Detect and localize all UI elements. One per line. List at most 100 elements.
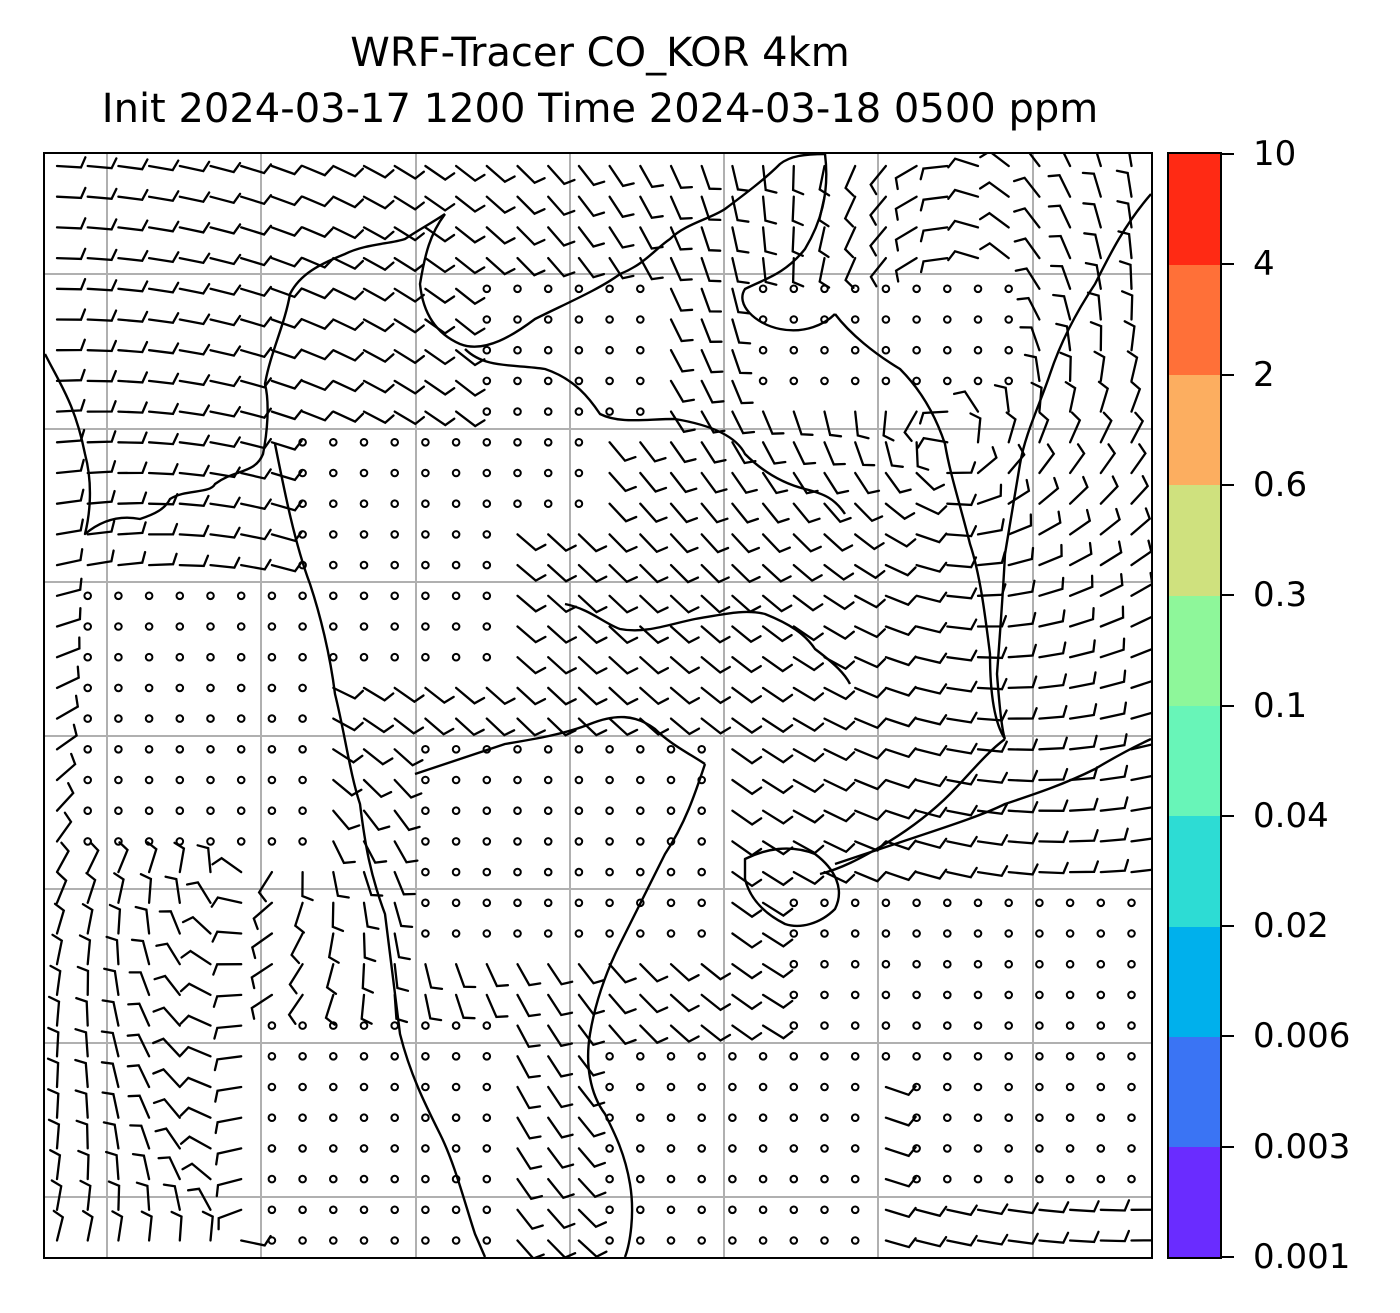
wind-barb (761, 502, 790, 524)
calm-wind-marker (482, 530, 492, 539)
calm-wind-marker (329, 438, 338, 447)
calm-wind-marker (513, 407, 522, 416)
wind-barb (818, 256, 831, 289)
wind-barb (424, 686, 455, 704)
coastline-china-west (45, 213, 446, 536)
wind-barb (1038, 1231, 1070, 1244)
wind-barb (854, 502, 884, 523)
wind-barb (577, 226, 606, 248)
calm-wind-marker (943, 1144, 952, 1153)
wind-barb (1038, 736, 1068, 751)
wind-barb (178, 160, 211, 173)
wind-barb (791, 256, 805, 288)
calm-wind-marker (789, 1082, 799, 1092)
calm-wind-marker (820, 1174, 829, 1184)
colorbar-segment (1169, 484, 1220, 596)
wind-barb (516, 195, 546, 216)
wind-barb (55, 217, 87, 230)
wind-barb (196, 844, 212, 874)
calm-wind-marker (881, 1021, 891, 1030)
wind-barb (393, 195, 425, 211)
calm-wind-marker (482, 1174, 492, 1184)
wind-barb (360, 993, 373, 1025)
wind-barb (731, 1024, 763, 1041)
wind-barb (301, 164, 334, 177)
wind-barb (117, 340, 149, 354)
wind-barb (791, 164, 805, 196)
wind-barb (1062, 154, 1072, 168)
calm-wind-marker (451, 560, 461, 570)
calm-wind-marker (513, 376, 522, 386)
calm-wind-marker (666, 898, 676, 908)
calm-wind-marker (482, 284, 492, 294)
calm-wind-marker (482, 1236, 492, 1245)
wind-barb (976, 446, 998, 475)
calm-wind-marker (758, 1205, 768, 1215)
calm-wind-marker (390, 560, 400, 570)
wind-barb (147, 552, 178, 567)
calm-wind-marker (912, 1144, 921, 1153)
calm-wind-marker (666, 1082, 676, 1092)
wind-barb (117, 841, 129, 874)
wind-barb (792, 471, 819, 495)
wind-barb (270, 561, 303, 573)
calm-wind-marker (820, 1052, 829, 1061)
calm-wind-marker (175, 591, 185, 601)
colorbar-segment (1169, 1036, 1220, 1148)
wind-barb (946, 556, 978, 569)
wind-barb (884, 655, 917, 667)
wind-barb (700, 963, 732, 981)
wind-barb (209, 436, 241, 448)
calm-wind-marker (820, 284, 829, 294)
calm-wind-marker (1127, 1113, 1136, 1123)
wind-barb (608, 256, 635, 280)
wind-barb (102, 1121, 120, 1150)
calm-wind-marker (1096, 1052, 1106, 1061)
wind-barb (731, 502, 760, 524)
calm-wind-marker (543, 376, 553, 386)
wind-barb (1126, 350, 1139, 383)
wind-barb (301, 318, 334, 331)
calm-wind-marker (758, 1082, 768, 1092)
wind-barb (700, 195, 722, 222)
wind-barb (577, 594, 608, 614)
calm-wind-marker (697, 1082, 707, 1092)
calm-wind-marker (1035, 1082, 1044, 1092)
calm-wind-marker (1004, 376, 1014, 386)
calm-wind-marker (1004, 1113, 1014, 1123)
wind-barb (577, 195, 606, 218)
wind-barb (884, 1146, 917, 1158)
wind-barb (791, 195, 804, 227)
wind-barb (301, 195, 334, 208)
wind-barb (915, 714, 948, 726)
wind-barb (731, 164, 750, 192)
wind-barb (731, 932, 763, 949)
calm-wind-marker (144, 683, 154, 693)
calm-wind-marker (482, 1082, 492, 1092)
wind-barb (884, 716, 917, 728)
wind-barb (854, 748, 887, 760)
wind-barb (869, 164, 888, 196)
wind-barb (485, 993, 509, 1019)
calm-wind-marker (943, 1082, 952, 1092)
calm-wind-marker (666, 745, 676, 754)
calm-wind-marker (728, 1052, 737, 1061)
wind-barb (547, 625, 578, 644)
colorbar-tick (1222, 1145, 1234, 1148)
wind-barb (761, 748, 794, 764)
calm-wind-marker (850, 284, 860, 294)
calm-wind-marker (329, 499, 338, 509)
wind-barb (1059, 351, 1072, 383)
colorbar (1167, 152, 1222, 1259)
calm-wind-marker (1096, 1082, 1106, 1092)
wind-barb (1099, 605, 1125, 628)
wind-barb (454, 379, 486, 397)
calm-wind-marker (1004, 990, 1014, 1000)
wind-barb (993, 384, 1010, 413)
wind-barb (134, 905, 151, 935)
wind-barb (843, 226, 857, 259)
calm-wind-marker (329, 652, 338, 662)
calm-wind-marker (912, 1021, 921, 1030)
wind-barb (915, 561, 948, 573)
wind-barb (669, 471, 698, 494)
